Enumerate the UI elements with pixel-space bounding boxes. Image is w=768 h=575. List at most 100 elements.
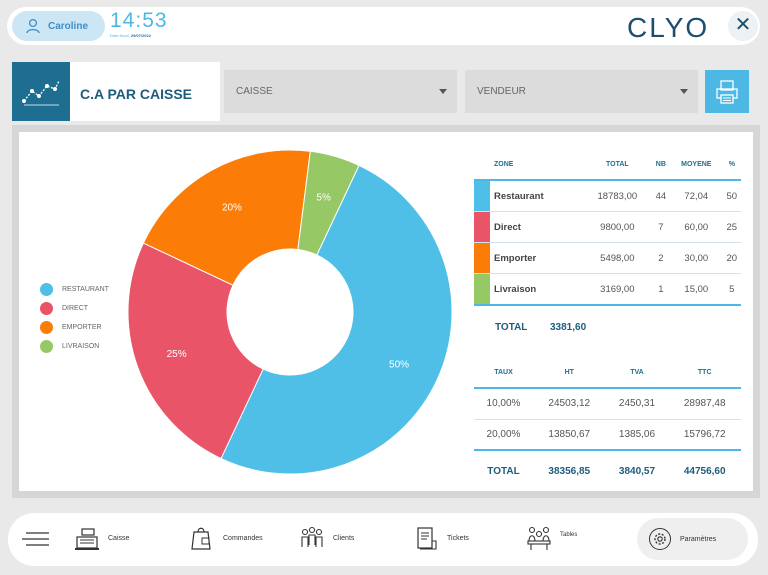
user-name: Caroline: [48, 20, 89, 32]
nav-caisse-label: Caisse: [108, 534, 130, 542]
tax-ht: 13850,67: [532, 418, 606, 450]
zone-pct: 20: [722, 242, 741, 274]
zones-total-value: 3381,60: [550, 322, 587, 333]
zone-swatch: [474, 181, 490, 211]
zone-total: 5498,00: [582, 242, 652, 274]
table-people-icon: [527, 526, 551, 550]
zones-total-label: TOTAL: [495, 322, 528, 333]
tax-ht: 24503,12: [532, 387, 606, 419]
parametres-label: Paramètres: [680, 535, 717, 543]
parametres-button[interactable]: Paramètres: [637, 518, 748, 560]
tax-total-ht: 38356,85: [532, 449, 606, 492]
tax-tva: 2450,31: [605, 387, 669, 419]
nav-clients[interactable]: Clients: [299, 525, 354, 551]
chart-legend: RESTAURANT DIRECT EMPORTER LIVRAISON: [40, 280, 109, 356]
caisse-select-label: CAISSE: [236, 86, 273, 97]
nav-commandes[interactable]: Commandes: [189, 525, 263, 551]
col-ht: HT: [564, 369, 574, 376]
zones-header-row: ZONE TOTAL NB MOYENE %: [474, 150, 741, 180]
zone-nb: 1: [651, 273, 671, 306]
settings-icon: [649, 528, 671, 550]
nav-tickets[interactable]: Tickets: [413, 525, 469, 551]
chevron-down-icon: [439, 89, 447, 94]
zone-nb: 2: [651, 242, 671, 274]
nav-commandes-label: Commandes: [223, 534, 263, 542]
zone-swatch: [474, 274, 490, 304]
clyo-logo: CLYO: [627, 12, 710, 43]
zone-swatch: [474, 243, 490, 273]
legend-label: RESTAURANT: [62, 286, 109, 293]
zone-total: 9800,00: [582, 211, 652, 243]
zone-nb: 7: [651, 211, 671, 243]
table-row: Livraison 3169,00 1 15,00 5: [474, 273, 741, 306]
hamburger-menu-button[interactable]: [22, 530, 50, 553]
donut-slice-restaurant: [220, 164, 453, 475]
tax-total-tva: 3840,57: [605, 449, 669, 492]
zone-moyene: 60,00: [670, 211, 723, 243]
close-icon: ✕: [734, 14, 752, 36]
slice-label: 50%: [389, 359, 409, 370]
zone-name: Emporter: [490, 242, 583, 274]
bottom-nav: Caisse Commandes Clients Tickets: [8, 513, 758, 566]
tax-header-row: TAUX HT TVA TTC: [474, 358, 741, 388]
caisse-select[interactable]: CAISSE: [224, 70, 457, 113]
close-button[interactable]: ✕: [728, 11, 758, 41]
table-row: Restaurant 18783,00 44 72,04 50: [474, 179, 741, 212]
fiscal-date: Date fiscal, 29/07/2022: [110, 33, 151, 38]
tax-table: TAUX HT TVA TTC 10,00% 24503,12 2450,31 …: [474, 358, 741, 492]
zone-nb: 44: [651, 179, 671, 212]
table-row: 10,00% 24503,12 2450,31 28987,48: [474, 387, 741, 419]
user-button[interactable]: Caroline: [12, 11, 105, 41]
legend-item: DIRECT: [40, 299, 109, 318]
cash-register-icon: [75, 528, 99, 550]
bag-icon: [191, 527, 211, 550]
tax-rate: 20,00%: [474, 418, 533, 450]
zone-total: 18783,00: [582, 179, 652, 212]
nav-clients-label: Clients: [333, 534, 355, 542]
col-pct: %: [728, 161, 735, 168]
legend-swatch: [40, 321, 53, 334]
zone-pct: 5: [722, 273, 741, 306]
col-zone: ZONE: [494, 161, 514, 168]
slice-label: 20%: [222, 202, 242, 213]
fiscal-date-prefix: Date fiscal,: [110, 33, 131, 38]
chevron-down-icon: [680, 89, 688, 94]
col-nb: NB: [655, 161, 666, 168]
people-icon: [301, 526, 323, 547]
vendeur-select[interactable]: VENDEUR: [465, 70, 698, 113]
zone-moyene: 72,04: [670, 179, 723, 212]
top-bar: Caroline 14:53 Date fiscal, 29/07/2022 C…: [7, 7, 760, 45]
print-button[interactable]: [705, 70, 749, 113]
legend-label: DIRECT: [62, 305, 89, 312]
table-row: Direct 9800,00 7 60,00 25: [474, 211, 741, 243]
zone-pct: 50: [722, 179, 741, 212]
slice-label: 25%: [167, 349, 187, 360]
report-panel: RESTAURANT DIRECT EMPORTER LIVRAISON 50%…: [12, 125, 760, 498]
zone-moyene: 30,00: [670, 242, 723, 274]
print-icon: [716, 79, 738, 104]
legend-swatch: [40, 302, 53, 315]
legend-item: EMPORTER: [40, 318, 109, 337]
tax-ttc: 15796,72: [668, 418, 741, 450]
col-tva: TVA: [630, 369, 644, 376]
report-header: C.A PAR CAISSE CAISSE VENDEUR: [12, 62, 760, 121]
table-row: 20,00% 13850,67 1385,06 15796,72: [474, 418, 741, 450]
zone-pct: 25: [722, 211, 741, 243]
donut-slice-livraison: [297, 150, 360, 256]
user-icon: [26, 18, 40, 34]
col-taux: TAUX: [494, 369, 513, 376]
col-ttc: TTC: [697, 369, 712, 376]
legend-label: LIVRAISON: [62, 343, 100, 350]
tax-total-ttc: 44756,60: [668, 449, 741, 492]
hamburger-icon: [22, 532, 49, 546]
nav-tables[interactable]: Tables: [526, 525, 577, 551]
donut-slice-emporter: [142, 149, 311, 286]
tax-rate: 10,00%: [474, 387, 533, 419]
tax-total-label: TOTAL: [474, 449, 533, 492]
tax-ttc: 28987,48: [668, 387, 741, 419]
zone-name: Livraison: [490, 273, 583, 306]
nav-caisse[interactable]: Caisse: [74, 525, 129, 551]
legend-item: LIVRAISON: [40, 337, 109, 356]
receipt-icon: [417, 527, 437, 550]
donut-chart: 50% 25% 20% 5%: [127, 149, 453, 475]
